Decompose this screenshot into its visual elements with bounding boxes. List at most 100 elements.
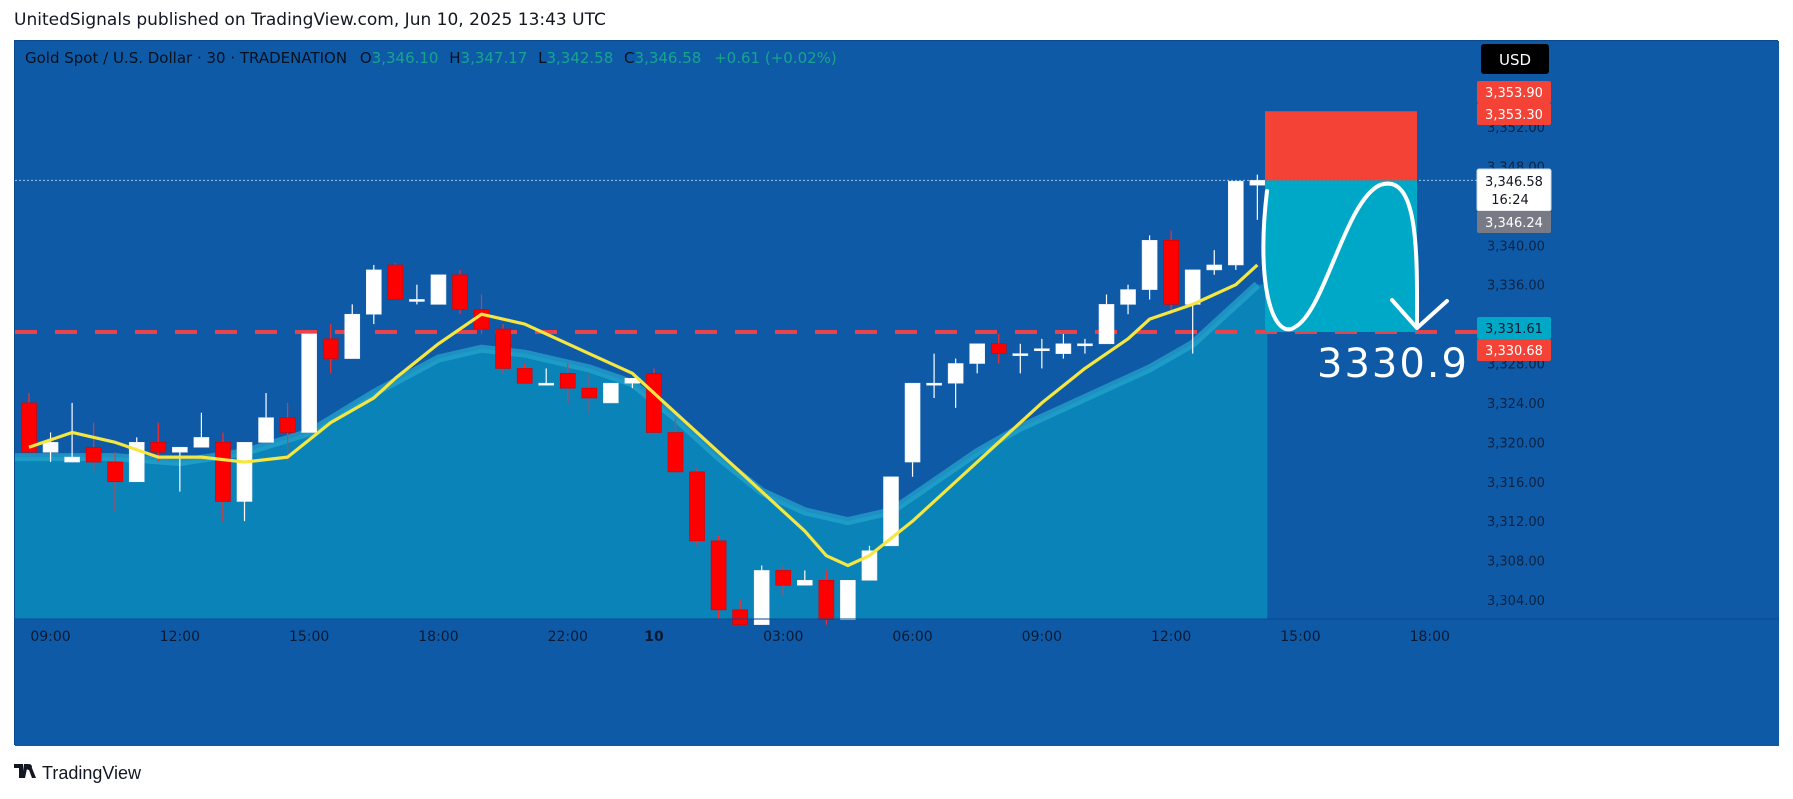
stop-upper-tag: 3,353.90 [1477, 81, 1551, 103]
price-tick-label: 3,312.00 [1487, 515, 1545, 530]
legend-change: +0.61 (+0.02%) [714, 49, 837, 67]
candle-body [301, 333, 317, 433]
legend-high-value: 3,347.17 [461, 49, 528, 67]
candle-body [1120, 289, 1136, 305]
legend-open-label: O [360, 49, 372, 67]
legend-low-value: 3,342.58 [546, 49, 613, 67]
target-lower-tag-text: 3,330.68 [1485, 344, 1543, 359]
stop-upper-tag-bg [1477, 81, 1551, 103]
candle-body [387, 264, 404, 300]
candle-body [667, 432, 684, 473]
time-tick-label: 09:00 [1022, 629, 1062, 645]
price-tags: 3,353.90 3,353.30 3,346.58 16:24 3,346.24 3,3… [1476, 81, 1552, 361]
price-tick-label: 3,304.00 [1487, 594, 1545, 609]
area-series [15, 281, 1268, 619]
candle-body [710, 540, 727, 611]
time-tick-label: 03:00 [763, 629, 803, 645]
candle-body [969, 343, 986, 364]
candle-body [646, 373, 662, 433]
currency-button[interactable]: USD [1481, 44, 1549, 74]
time-tick-label: 09:00 [30, 629, 70, 645]
moving-average-line [28, 263, 1259, 568]
candle-body [1055, 343, 1072, 354]
legend-symbol: Gold Spot / U.S. Dollar · 30 · TRADENATI… [25, 49, 347, 67]
candle-body [689, 471, 705, 542]
candle-body [42, 442, 59, 453]
candle-body [516, 368, 533, 384]
candle-body [559, 373, 576, 389]
target-upper-tag-bg [1477, 317, 1551, 339]
footer: TradingView [14, 762, 141, 784]
last-price-text: 3,346.58 [1485, 175, 1543, 190]
candle-body [1098, 304, 1115, 345]
time-tick-label: 12:00 [160, 629, 200, 645]
drawn-curve [1261, 181, 1420, 332]
candle-body [818, 579, 835, 621]
time-tick-label: 15:00 [289, 629, 329, 645]
price-tick-label: 3,308.00 [1487, 555, 1545, 570]
candle-body [193, 437, 210, 448]
position-tool[interactable] [1261, 111, 1449, 332]
time-tick-label: 15:00 [1280, 629, 1320, 645]
candle-body [430, 274, 447, 305]
target-lower-tag: 3,330.68 [1477, 339, 1551, 361]
candle-body [495, 328, 511, 369]
stop-loss-box [1265, 111, 1417, 181]
candle-body [1228, 180, 1244, 266]
price-tick-label: 3,340.00 [1487, 239, 1545, 254]
footer-logo-text: TradingView [42, 762, 142, 783]
candle-body [775, 570, 792, 586]
candle-body [452, 274, 468, 310]
arrow-down-icon [1390, 298, 1449, 330]
candle-body [1034, 348, 1050, 352]
candle-body [796, 579, 813, 586]
price-tick-label: 3,324.00 [1487, 397, 1545, 412]
candle-body [21, 402, 37, 453]
time-tick-label: 18:00 [418, 629, 458, 645]
stop-lower-tag: 3,353.30 [1477, 103, 1551, 125]
candle-body [344, 313, 361, 359]
price-tick-label: 3,316.00 [1487, 476, 1545, 491]
price-tick-label: 3,336.00 [1487, 279, 1545, 294]
candle-body [1077, 343, 1093, 347]
legend-close-value: 3,346.58 [635, 49, 702, 67]
take-profit-box [1265, 180, 1417, 332]
published-header: UnitedSignals published on TradingView.c… [14, 10, 606, 30]
area-fill [15, 284, 1268, 619]
legend-open-value: 3,346.10 [372, 49, 439, 67]
candle-body [107, 461, 123, 483]
time-axis: 09:00 12:00 15:00 18:00 22:00 10 03:00 06:00 09:… [15, 618, 1779, 645]
last-price-tag: 3,346.58 16:24 [1476, 168, 1552, 212]
tradingview-logo-icon [14, 762, 36, 784]
stop-lower-tag-text: 3,353.30 [1485, 108, 1543, 123]
candle-body [322, 338, 339, 359]
prev-price-tag-bg [1477, 211, 1551, 233]
price-tick-label: 3,328.00 [1487, 358, 1545, 373]
stop-lower-tag-bg [1477, 103, 1551, 125]
time-tick-label: 06:00 [892, 629, 932, 645]
chart-frame[interactable]: 3,304.00 3,308.00 3,312.00 3,316.00 3,320.00… [14, 40, 1779, 746]
time-tick-label: 10 [644, 629, 664, 645]
candle-body [538, 382, 555, 386]
countdown-text: 16:24 [1491, 193, 1528, 208]
candle-body [85, 446, 102, 463]
legend-close-label: C [624, 49, 634, 67]
target-upper-tag: 3,331.61 [1477, 317, 1551, 339]
candle-body [1163, 240, 1179, 305]
candle-body [150, 442, 167, 453]
legend-low-label: L [538, 49, 547, 67]
candle-body [1184, 269, 1201, 305]
time-tick-label: 18:00 [1410, 629, 1450, 645]
candle-body [603, 382, 619, 404]
legend-high-label: H [449, 49, 460, 67]
target-annotation: 3330.9 [1317, 341, 1469, 387]
candle-body [1249, 180, 1266, 186]
time-tick-label: 12:00 [1151, 629, 1191, 645]
candle-body [581, 387, 598, 399]
ma-path [28, 263, 1259, 568]
candle-body [1206, 264, 1223, 271]
candle-body [172, 446, 188, 453]
candle-body [258, 417, 274, 443]
time-tick-label: 22:00 [548, 629, 588, 645]
price-chart[interactable]: 3,304.00 3,308.00 3,312.00 3,316.00 3,320.00… [15, 41, 1779, 746]
